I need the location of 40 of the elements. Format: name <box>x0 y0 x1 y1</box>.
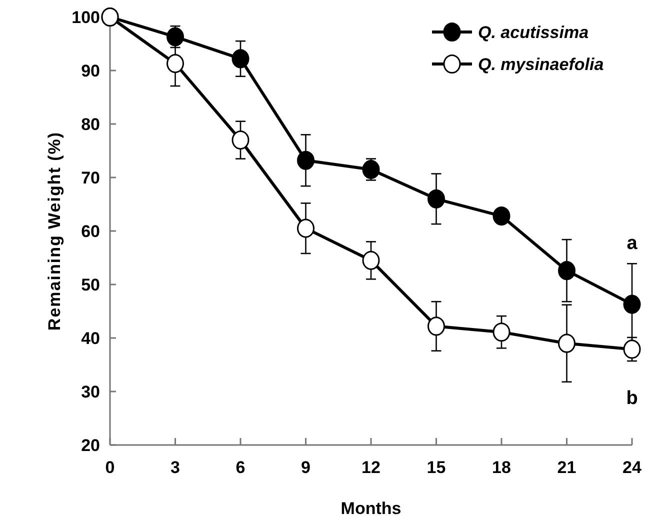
point <box>297 150 314 170</box>
point <box>362 250 380 270</box>
legend-label: Q. acutissima <box>478 22 589 42</box>
point <box>623 340 641 359</box>
point <box>232 49 250 68</box>
x-tick-label: 18 <box>492 458 511 477</box>
point <box>166 27 184 46</box>
point <box>297 218 314 238</box>
x-axis-title: Months <box>340 499 402 518</box>
x-tick-label: 6 <box>236 458 246 477</box>
point <box>428 189 445 208</box>
annotation: b <box>626 388 638 409</box>
y-tick-label: 20 <box>81 436 100 455</box>
y-axis-title: Remaining Weight (%) <box>45 131 64 331</box>
y-tick-label: 30 <box>81 382 100 402</box>
legend-label: Q. mysinaefolia <box>478 54 604 74</box>
point <box>232 130 250 150</box>
point <box>623 294 641 314</box>
x-tick-label: 24 <box>622 458 642 477</box>
point <box>492 206 510 226</box>
point <box>428 316 445 336</box>
x-tick-label: 0 <box>105 458 115 477</box>
y-tick-label: 100 <box>72 8 100 27</box>
point <box>492 322 510 342</box>
y-tick-label: 90 <box>81 61 100 80</box>
y-tick-label: 60 <box>81 222 100 241</box>
y-tick-label: 50 <box>81 275 100 294</box>
annotation: a <box>626 232 638 254</box>
point <box>362 160 380 180</box>
point <box>166 54 184 74</box>
x-tick-label: 3 <box>170 458 180 477</box>
x-tick-label: 12 <box>362 458 380 477</box>
point <box>558 261 576 280</box>
y-tick-label: 80 <box>81 114 100 134</box>
x-tick-label: 21 <box>557 458 576 477</box>
x-tick-label: 9 <box>301 458 310 477</box>
x-tick-label: 15 <box>426 458 446 477</box>
y-tick-label: 40 <box>81 328 100 348</box>
point <box>558 334 576 353</box>
y-tick-label: 70 <box>81 168 100 188</box>
